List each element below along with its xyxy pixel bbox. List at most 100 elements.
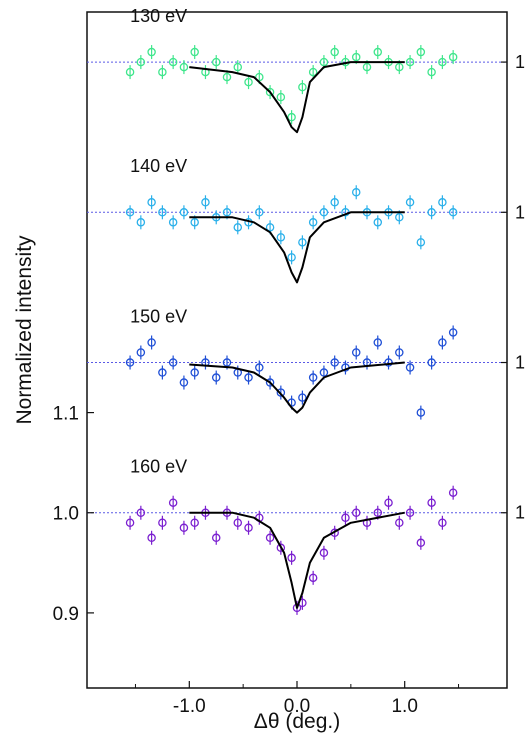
data-point: [330, 198, 339, 207]
data-point: [201, 198, 210, 207]
data-point: [362, 62, 372, 72]
data-point: [448, 328, 458, 337]
fit-curve: [189, 61, 405, 134]
data-point: [287, 112, 296, 122]
x-tick-label: 0.0: [284, 696, 310, 717]
data-point: [168, 358, 178, 367]
data-point: [168, 57, 178, 67]
data-point: [416, 408, 426, 417]
data-point: [125, 518, 135, 528]
data-point: [416, 538, 426, 548]
data-point: [276, 233, 286, 242]
data-point: [211, 533, 221, 543]
data-point: [298, 82, 307, 92]
data-point: [190, 47, 199, 57]
data-point: [448, 488, 458, 497]
data-point: [319, 57, 329, 67]
data-point: [395, 213, 404, 222]
data-point: [179, 62, 189, 72]
series-label: 140 eV: [130, 156, 187, 176]
data-point: [373, 218, 383, 227]
y-tick-label: 0.9: [53, 604, 79, 625]
x-axis-label: Δθ (deg.): [254, 710, 340, 733]
series-label: 130 eV: [130, 6, 187, 26]
plot-frame: [86, 11, 508, 689]
data-point: [427, 498, 436, 507]
data-point: [147, 533, 156, 543]
series-label: 150 eV: [130, 306, 187, 326]
data-point: [395, 62, 404, 72]
data-point: [125, 67, 135, 77]
fit-curve: [189, 511, 405, 609]
data-point: [427, 358, 436, 367]
data-point: [330, 47, 339, 57]
right-tick-label: 1: [515, 202, 525, 222]
y-tick-label: 1.0: [53, 504, 79, 525]
data-point: [319, 208, 329, 217]
data-point: [125, 208, 135, 217]
data-point: [427, 208, 436, 217]
data-point: [405, 198, 415, 207]
data-point: [168, 498, 178, 507]
data-point: [384, 358, 393, 367]
data-point: [373, 508, 383, 517]
data-point: [319, 368, 329, 377]
series-label: 160 eV: [130, 457, 187, 477]
data-point: [179, 378, 189, 387]
data-point: [373, 338, 383, 347]
data-point: [244, 523, 253, 533]
data-point: [265, 223, 275, 232]
data-point: [158, 368, 167, 377]
data-point: [438, 338, 447, 347]
data-point: [384, 498, 393, 507]
data-point: [438, 57, 447, 67]
data-point: [287, 553, 296, 563]
data-point: [319, 548, 329, 558]
data-point: [233, 518, 243, 528]
data-point: [351, 508, 361, 517]
right-tick-label: 1: [515, 52, 525, 72]
data-point: [395, 518, 404, 528]
data-point: [136, 218, 146, 227]
data-point: [136, 508, 146, 517]
data-point: [244, 77, 253, 87]
data-point: [190, 368, 199, 377]
data-point: [244, 373, 253, 382]
data-point: [373, 47, 383, 57]
data-point: [308, 67, 318, 77]
data-point: [147, 338, 156, 347]
data-point: [136, 348, 146, 357]
data-point: [179, 208, 189, 217]
data-point: [308, 218, 318, 227]
data-point: [211, 373, 221, 382]
data-point: [405, 57, 415, 67]
data-point: [147, 198, 156, 207]
data-point: [448, 208, 458, 217]
data-point: [233, 223, 243, 232]
data-point: [211, 57, 221, 67]
data-point: [351, 52, 361, 62]
data-point: [265, 378, 275, 387]
data-point: [158, 208, 167, 217]
right-tick-label: 1: [515, 503, 525, 523]
y-axis-label: Normalized intensity: [13, 235, 36, 425]
data-point: [255, 72, 264, 82]
data-point: [190, 518, 199, 528]
data-point: [438, 518, 447, 528]
data-point: [405, 508, 415, 517]
data-point: [438, 198, 447, 207]
data-point: [168, 218, 178, 227]
fit-curve: [189, 211, 405, 284]
right-tick-label: 1: [515, 353, 525, 373]
data-point: [276, 92, 286, 102]
data-point: [147, 47, 156, 57]
data-point: [330, 358, 339, 367]
data-point: [222, 208, 232, 217]
data-point: [287, 253, 296, 262]
data-point: [136, 57, 146, 67]
data-point: [416, 47, 426, 57]
data-point: [308, 373, 318, 382]
data-point: [190, 218, 199, 227]
data-point: [448, 52, 458, 62]
